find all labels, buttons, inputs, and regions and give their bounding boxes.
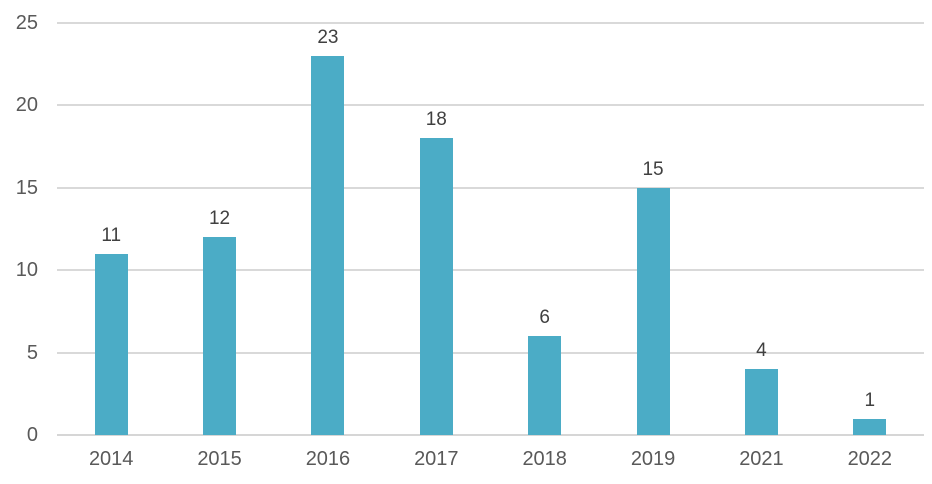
bar-value-label: 6 (539, 307, 550, 329)
bar (311, 55, 345, 435)
y-axis-tick-label: 15 (15, 176, 38, 199)
x-axis-tick-label: 2019 (630, 448, 676, 470)
gridline (57, 186, 924, 189)
bar-value-label: 4 (756, 340, 767, 362)
y-axis-tick-label: 20 (15, 94, 38, 117)
gridline (57, 269, 924, 272)
bar (528, 336, 562, 435)
x-axis-tick-label: 2022 (847, 448, 893, 470)
y-axis-tick-label: 5 (26, 341, 38, 364)
bar (203, 237, 237, 435)
bar-value-label: 15 (642, 158, 664, 180)
bar (744, 369, 778, 435)
bar-value-label: 1 (864, 389, 876, 411)
x-axis-tick-label: 2014 (88, 448, 134, 470)
gridline (57, 351, 924, 354)
x-axis-tick-label: 2015 (197, 448, 242, 470)
y-axis-tick-label: 25 (15, 12, 38, 34)
x-axis-line (57, 434, 924, 436)
bar-value-label: 18 (425, 109, 447, 131)
bar (636, 187, 670, 435)
x-axis-tick-label: 2021 (739, 448, 784, 470)
bar (94, 253, 128, 435)
y-axis-tick-label: 0 (26, 424, 38, 446)
bar-value-label: 11 (101, 224, 122, 246)
bar-value-label: 12 (208, 208, 231, 230)
y-axis-tick-label: 10 (15, 259, 38, 282)
gridline (57, 22, 924, 24)
x-axis-tick-label: 2018 (522, 448, 567, 470)
x-axis-tick-label: 2016 (305, 448, 351, 470)
bar (853, 418, 887, 435)
bar-value-label: 23 (317, 26, 339, 48)
x-axis-tick-label: 2017 (414, 448, 459, 470)
gridline (57, 104, 924, 107)
bar (419, 138, 453, 435)
